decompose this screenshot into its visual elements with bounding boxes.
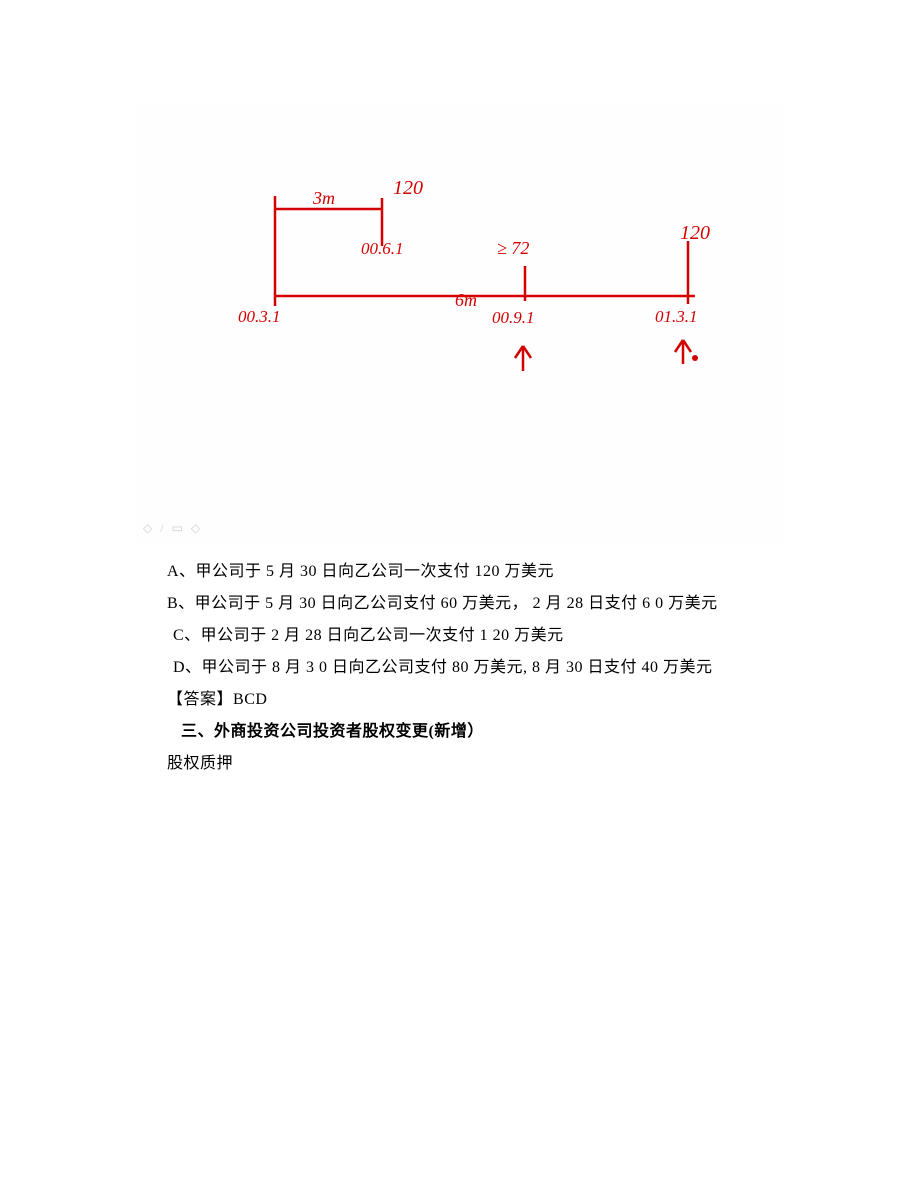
option-b: B、甲公司于 5 月 30 日向乙公司支付 60 万美元， 2 月 28 日支付…	[167, 588, 787, 620]
toolbar-rect-icon[interactable]: ▭	[172, 521, 183, 536]
timeline-diagram: 120 3m 00.6.1 ≥ 72 120 6m 00.3.1 00.9.1 …	[135, 106, 785, 542]
arrow-icon-2	[675, 340, 698, 364]
text-content-block: A、甲公司于 5 月 30 日向乙公司一次支付 120 万美元 B、甲公司于 5…	[167, 556, 787, 780]
label-3m: 3m	[312, 188, 335, 208]
label-120-right: 120	[680, 222, 710, 244]
option-a: A、甲公司于 5 月 30 日向乙公司一次支付 120 万美元	[167, 556, 787, 588]
section-title: 三、外商投资公司投资者股权变更(新增）	[167, 716, 787, 748]
toolbar-diamond2-icon[interactable]: ◇	[191, 521, 200, 536]
option-d: D、甲公司于 8 月 3 0 日向乙公司支付 80 万美元, 8 月 30 日支…	[167, 652, 787, 684]
label-120-top: 120	[393, 177, 423, 199]
label-geq-72: ≥ 72	[497, 238, 529, 258]
label-date-end: 01.3.1	[655, 307, 698, 326]
answer-value: BCD	[233, 691, 267, 708]
label-6m: 6m	[455, 290, 477, 310]
option-c: C、甲公司于 2 月 28 日向乙公司一次支付 1 20 万美元	[167, 620, 787, 652]
answer-label: 【答案】	[167, 691, 233, 708]
answer-line: 【答案】BCD	[167, 684, 787, 716]
diagram-svg: 120 3m 00.6.1 ≥ 72 120 6m 00.3.1 00.9.1 …	[135, 106, 785, 542]
toolbar-diamond-icon[interactable]: ◇	[143, 521, 152, 536]
label-date-00-6-1: 00.6.1	[361, 239, 404, 258]
label-date-start: 00.3.1	[238, 307, 281, 326]
toolbar-slash-icon[interactable]: /	[160, 521, 163, 536]
diagram-toolbar: ◇ / ▭ ◇	[143, 521, 200, 536]
label-date-mid: 00.9.1	[492, 308, 535, 327]
arrow-icon-1	[515, 346, 531, 371]
section-subtitle: 股权质押	[167, 748, 787, 780]
